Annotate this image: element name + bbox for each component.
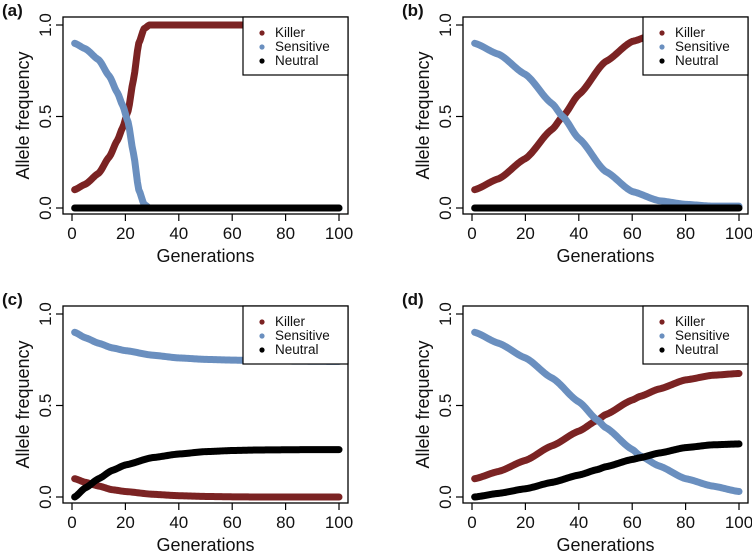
x-tick-label: 60	[223, 224, 242, 243]
y-tick-label: 1.0	[436, 302, 455, 326]
legend-label-neutral: Neutral	[675, 53, 719, 68]
y-tick-label: 0.5	[436, 394, 455, 418]
plot-frame	[462, 305, 749, 504]
series-line-neutral	[471, 440, 743, 501]
legend-marker-killer	[259, 319, 265, 325]
legend-marker-sensitive	[659, 44, 665, 50]
y-tick-label: 1.0	[36, 13, 55, 37]
y-tick-label: 1.0	[436, 13, 455, 37]
x-tick-label: 60	[623, 224, 642, 243]
legend-label-neutral: Neutral	[275, 53, 319, 68]
y-tick-label: 1.0	[36, 302, 55, 326]
x-tick-label: 0	[67, 513, 76, 532]
x-tick-label: 100	[725, 513, 752, 532]
y-tick-label: 0.5	[36, 105, 55, 129]
legend-marker-neutral	[659, 347, 665, 353]
legend-marker-neutral	[659, 58, 665, 64]
y-axis-title: Allele frequency	[13, 51, 33, 179]
panel-b: (b) 0 20 40 60 80 100 0.0 0.5 1.0 Generations Allel…	[402, 1, 752, 266]
legend-label-killer: Killer	[275, 25, 306, 40]
y-tick-label: 0.5	[36, 394, 55, 418]
series-line-killer	[471, 369, 743, 483]
legend-marker-sensitive	[259, 333, 265, 339]
x-tick-label: 20	[516, 513, 535, 532]
x-tick-label: 60	[623, 513, 642, 532]
x-tick-label: 80	[276, 224, 295, 243]
legend-label-sensitive: Sensitive	[675, 39, 730, 54]
x-tick-label: 0	[467, 224, 476, 243]
legend-label-neutral: Neutral	[675, 342, 719, 357]
legend-label-sensitive: Sensitive	[275, 328, 330, 343]
series-line-neutral	[71, 446, 343, 501]
series-line-sensitive	[471, 328, 743, 496]
x-tick-label: 80	[676, 224, 695, 243]
legend-label-sensitive: Sensitive	[675, 328, 730, 343]
x-tick-label: 80	[276, 513, 295, 532]
panel-d: (d) 0 20 40 60 80 100 0.0 0.5 1.0 Generations Allel…	[402, 290, 752, 555]
legend-marker-sensitive	[259, 44, 265, 50]
panel-label: (b)	[402, 1, 424, 20]
legend-label-killer: Killer	[275, 314, 306, 329]
panel-label: (c)	[2, 290, 23, 309]
legend-label-killer: Killer	[675, 25, 706, 40]
x-tick-label: 40	[169, 224, 188, 243]
x-axis-title: Generations	[156, 246, 254, 266]
y-tick-label: 0.5	[436, 105, 455, 129]
x-tick-label: 40	[169, 513, 188, 532]
x-tick-label: 0	[67, 224, 76, 243]
y-axis-title: Allele frequency	[413, 340, 433, 468]
x-tick-label: 100	[325, 224, 353, 243]
series-line-killer	[71, 475, 343, 501]
y-tick-label: 0.0	[436, 485, 455, 509]
legend-label-killer: Killer	[675, 314, 706, 329]
y-tick-label: 0.0	[36, 485, 55, 509]
legend-marker-killer	[659, 319, 665, 325]
legend-marker-sensitive	[659, 333, 665, 339]
x-tick-label: 20	[116, 513, 135, 532]
panel-a: (a) 0 20 40 60 80 100 0.0 0.5 1.0 Generations Allel…	[2, 1, 353, 266]
x-tick-label: 40	[569, 224, 588, 243]
plot-frame	[62, 305, 349, 504]
y-tick-label: 0.0	[436, 196, 455, 220]
legend-marker-killer	[659, 30, 665, 36]
x-tick-label: 20	[516, 224, 535, 243]
legend-label-sensitive: Sensitive	[275, 39, 330, 54]
x-tick-label: 0	[467, 513, 476, 532]
legend-marker-neutral	[259, 58, 265, 64]
x-axis-title: Generations	[156, 535, 254, 555]
y-axis-title: Allele frequency	[13, 340, 33, 468]
x-tick-label: 40	[569, 513, 588, 532]
legend-label-neutral: Neutral	[275, 342, 319, 357]
x-tick-label: 80	[676, 513, 695, 532]
plot-frame	[62, 16, 349, 215]
x-axis-title: Generations	[556, 535, 654, 555]
legend-marker-killer	[259, 30, 265, 36]
x-tick-label: 100	[725, 224, 752, 243]
legend-marker-neutral	[259, 347, 265, 353]
plot-frame	[462, 16, 749, 215]
y-axis-title: Allele frequency	[413, 51, 433, 179]
panel-c: (c) 0 20 40 60 80 100 0.0 0.5 1.0 Generations Allel…	[2, 290, 353, 555]
x-tick-label: 60	[223, 513, 242, 532]
x-axis-title: Generations	[556, 246, 654, 266]
panel-label: (a)	[2, 1, 23, 20]
y-tick-label: 0.0	[36, 196, 55, 220]
x-tick-label: 100	[325, 513, 353, 532]
panel-label: (d)	[402, 290, 424, 309]
x-tick-label: 20	[116, 224, 135, 243]
